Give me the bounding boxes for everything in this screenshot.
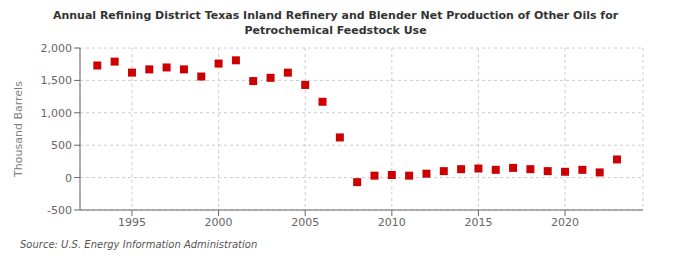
svg-text:2010: 2010	[378, 216, 406, 229]
html-text:Petrochemical Feedstock Use: Petrochemical Feedstock Use	[244, 24, 427, 37]
svg-text:2005: 2005	[291, 216, 319, 229]
html-text:Annual Refining District Texas: Annual Refining District Texas Inland Re…	[52, 9, 619, 22]
svg-text:500: 500	[51, 139, 72, 152]
svg-text:1,500: 1,500	[41, 74, 73, 87]
svg-text:Thousand Barrels: Thousand Barrels	[12, 81, 25, 178]
svg-text:2000: 2000	[205, 216, 233, 229]
svg-text:2015: 2015	[464, 216, 492, 229]
svg-text:2,000: 2,000	[41, 42, 73, 55]
html-text:Source: U.S. Energy Informatio: Source: U.S. Energy Information Administ…	[20, 239, 258, 250]
svg-text:1995: 1995	[118, 216, 146, 229]
svg-text:2020: 2020	[551, 216, 579, 229]
svg-text:-500: -500	[47, 204, 72, 217]
svg-text:1,000: 1,000	[41, 107, 73, 120]
svg-text:0: 0	[65, 172, 72, 185]
